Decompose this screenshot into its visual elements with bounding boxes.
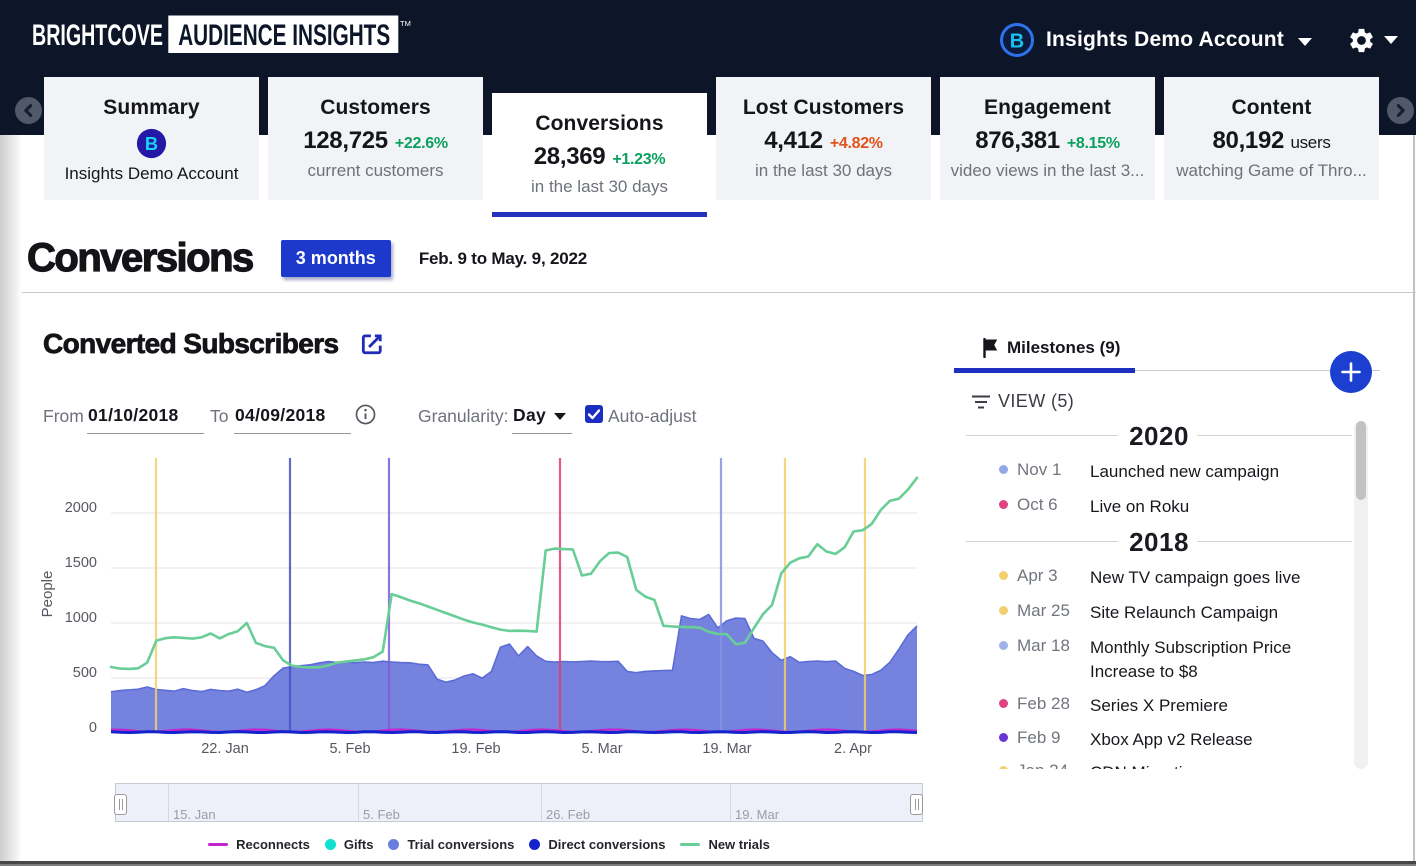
svg-text:B: B — [145, 133, 158, 154]
svg-text:0: 0 — [89, 720, 97, 736]
svg-text:BRIGHTCOVE: BRIGHTCOVE — [32, 19, 163, 52]
svg-text:People: People — [39, 571, 56, 618]
svg-text:19. Feb: 19. Feb — [451, 741, 500, 757]
svg-text:500: 500 — [73, 665, 97, 681]
svg-text:1000: 1000 — [65, 610, 97, 626]
svg-text:TM: TM — [400, 19, 411, 28]
svg-text:2. Apr: 2. Apr — [834, 741, 872, 757]
svg-text:2000: 2000 — [65, 500, 97, 516]
svg-text:5. Feb: 5. Feb — [329, 741, 370, 757]
svg-text:5. Mar: 5. Mar — [581, 741, 622, 757]
svg-text:1500: 1500 — [65, 555, 97, 571]
svg-text:B: B — [1010, 31, 1024, 53]
svg-text:19. Mar: 19. Mar — [702, 741, 751, 757]
svg-text:AUDIENCE INSIGHTS: AUDIENCE INSIGHTS — [178, 19, 390, 52]
svg-text:22. Jan: 22. Jan — [201, 741, 249, 757]
